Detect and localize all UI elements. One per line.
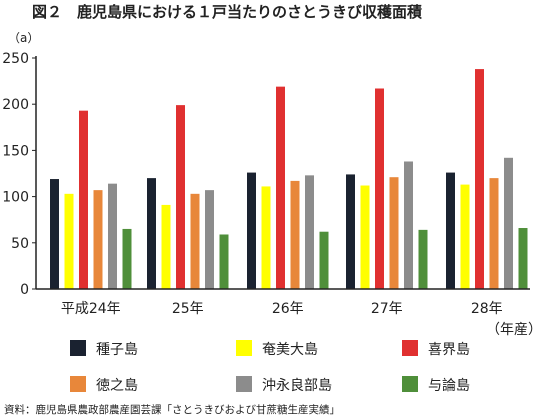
- y-tick-label: 50: [11, 236, 29, 252]
- bar: [64, 193, 74, 289]
- x-axis-tick-labels: 平成24年 25年 26年 27年 28年: [61, 301, 503, 317]
- legend-label: 沖永良部島: [262, 378, 332, 394]
- y-tick-label: 0: [20, 282, 29, 298]
- bar: [389, 177, 399, 289]
- x-tick-label: 25年: [172, 301, 204, 317]
- bar: [176, 105, 185, 290]
- bar: [93, 190, 103, 289]
- x-axis-unit: （年産）: [486, 322, 535, 338]
- bar: [190, 193, 200, 289]
- bar: [418, 229, 428, 289]
- bar: [147, 178, 156, 289]
- bar: [446, 172, 455, 289]
- legend-swatch: [236, 376, 252, 392]
- bar: [108, 183, 117, 289]
- bar: [346, 174, 355, 289]
- y-tick-label: 100: [2, 190, 29, 206]
- y-tick-label: 150: [2, 143, 29, 159]
- bar: [219, 234, 229, 289]
- bar: [475, 69, 484, 289]
- legend-label: 徳之島: [96, 378, 138, 394]
- legend-label: 与論島: [428, 378, 470, 394]
- bar: [50, 179, 59, 289]
- x-tick-label: 28年: [471, 301, 503, 317]
- legend-label: 喜界島: [428, 342, 470, 358]
- x-tick-label: 26年: [272, 301, 304, 317]
- bar: [205, 190, 214, 289]
- bar: [489, 178, 499, 289]
- bar: [518, 228, 528, 289]
- x-tick-label: 平成24年: [61, 301, 121, 317]
- bars: [50, 69, 528, 290]
- legend-swatch: [236, 340, 252, 356]
- legend-swatch: [402, 376, 418, 392]
- bar: [122, 228, 132, 289]
- legend-swatch: [70, 376, 86, 392]
- legend-label: 奄美大島: [262, 342, 318, 358]
- chart-title: 図２ 鹿児島県における１戸当たりのさとうきび収穫面積: [32, 3, 423, 21]
- bar: [504, 157, 513, 289]
- legend-label: 種子島: [96, 342, 138, 358]
- bar: [261, 186, 271, 289]
- legend-swatch: [402, 340, 418, 356]
- y-tick-label: 250: [2, 51, 29, 67]
- bar: [404, 161, 413, 289]
- bar: [375, 88, 384, 289]
- bar: [305, 175, 314, 289]
- bar: [290, 180, 300, 289]
- bar: [161, 204, 171, 289]
- bar: [247, 172, 256, 289]
- bar: [460, 184, 470, 289]
- bar: [276, 86, 285, 289]
- y-tick-label: 200: [2, 97, 29, 113]
- y-axis-unit: （a）: [8, 31, 39, 45]
- bar: [360, 185, 370, 289]
- bar: [79, 110, 88, 289]
- legend-swatch: [70, 340, 86, 356]
- source-note: 資料：鹿児島県農政部農産園芸課「さとうきびおよび甘蔗糖生産実績」: [4, 403, 340, 416]
- bar: [319, 231, 329, 289]
- y-axis: 0 50 100 150 200 250: [2, 51, 37, 298]
- x-tick-label: 27年: [371, 301, 403, 317]
